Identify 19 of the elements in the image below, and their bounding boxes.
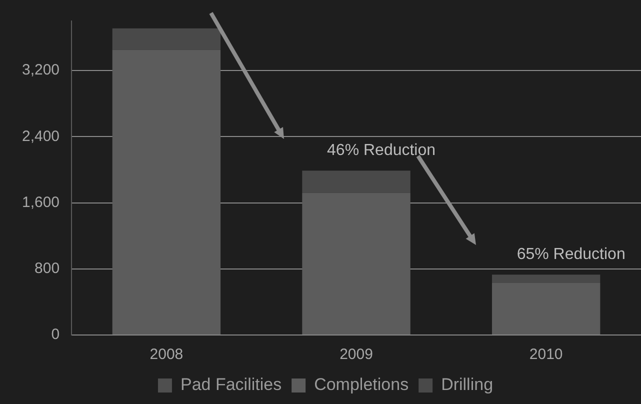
y-tick-label: 3,200 xyxy=(22,62,60,79)
legend-label: Completions xyxy=(314,375,409,394)
bar xyxy=(112,50,221,334)
legend-label: Pad Facilities xyxy=(180,375,282,394)
bar xyxy=(492,282,600,334)
x-tick-label: 2009 xyxy=(340,346,373,364)
y-tick-label: 2,400 xyxy=(22,128,60,145)
bar xyxy=(302,170,410,193)
x-tick-label: 2010 xyxy=(529,346,563,364)
y-tick-label: 800 xyxy=(34,260,60,278)
annotation: 65% Reduction xyxy=(516,246,626,264)
bar xyxy=(302,192,410,334)
legend-label: Drilling xyxy=(441,375,494,394)
x-tick-label: 2008 xyxy=(150,346,184,364)
bar xyxy=(112,28,221,50)
y-tick-label: 1,600 xyxy=(22,194,60,211)
annotation: 46% Reduction xyxy=(327,142,436,159)
bar xyxy=(492,274,600,283)
y-tick-label: 0 xyxy=(51,326,60,344)
